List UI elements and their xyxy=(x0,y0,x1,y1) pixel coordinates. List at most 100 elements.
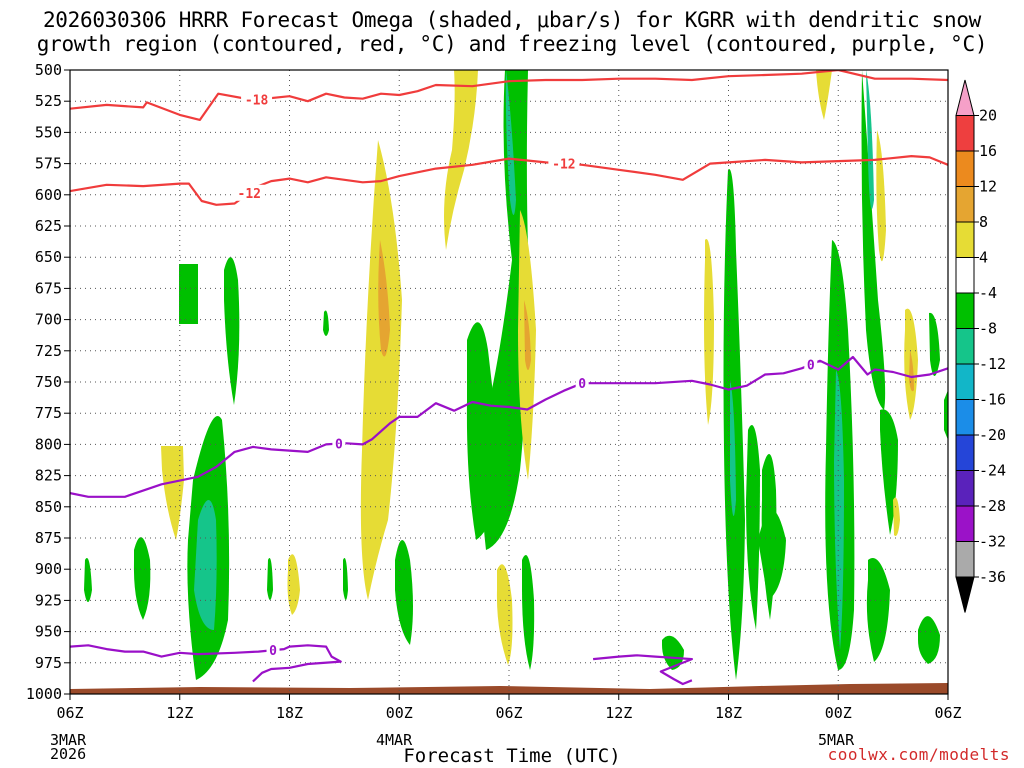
colorbar-segment xyxy=(955,470,975,507)
x-axis-title: Forecast Time (UTC) xyxy=(403,745,621,767)
date-label-5mar: 5MAR xyxy=(818,731,855,749)
omega-upward-plume xyxy=(466,322,503,540)
contour-label: -18 xyxy=(245,94,269,109)
x-tick-label: 18Z xyxy=(276,704,303,722)
omega-upward-plume xyxy=(723,169,745,680)
colorbar-segment xyxy=(955,150,975,187)
colorbar-segment xyxy=(955,221,975,258)
omega-downward-plume xyxy=(496,564,513,665)
date-label-3mar: 3MAR xyxy=(50,731,87,749)
omega-downward-plume xyxy=(704,239,714,425)
omega-upward-plume xyxy=(84,558,92,602)
contour-label: 0 xyxy=(807,359,815,374)
omega-strong-downward-core xyxy=(378,240,390,357)
contour-line-0C xyxy=(70,355,948,498)
omega-colorbar: 20 16 12 8 4 -4 -8 -12 -16 -20 -24 -28 -32 -36 xyxy=(955,79,1006,613)
contour-line--12C xyxy=(70,155,948,206)
y-tick-label: 675 xyxy=(35,279,62,297)
plot-grid xyxy=(70,70,948,694)
pressure-axis: 500 525 550 575 600 625 650 675 700 725 750 775 800 8… xyxy=(26,61,70,703)
omega-upward-plume xyxy=(746,425,760,630)
colorbar-label: -24 xyxy=(979,462,1006,480)
y-tick-label: 575 xyxy=(35,155,62,173)
omega-upward-plume xyxy=(929,312,940,376)
omega-upward-plume xyxy=(224,257,240,405)
colorbar-label: -36 xyxy=(979,568,1006,586)
y-tick-label: 725 xyxy=(35,342,62,360)
credit-link[interactable]: coolwx.com/modelts xyxy=(827,745,1010,764)
omega-upward-plume xyxy=(522,555,535,670)
x-tick-label: 06Z xyxy=(495,704,522,722)
y-tick-label: 625 xyxy=(35,217,62,235)
temperature-contours: -18 -12 -12 0 0 0 0 xyxy=(70,70,948,686)
colorbar-segment xyxy=(955,541,975,578)
date-label-year: 2026 xyxy=(50,745,87,763)
omega-upward-plume xyxy=(133,537,151,620)
contour-label-bg xyxy=(804,356,818,373)
time-axis: 06Z 12Z 18Z 00Z 06Z 12Z 18Z 00Z 06Z xyxy=(56,694,962,722)
x-tick-label: 12Z xyxy=(166,704,193,722)
colorbar-label: -32 xyxy=(979,533,1006,551)
terrain-below-surface xyxy=(70,683,948,694)
omega-upward-plume xyxy=(323,310,329,336)
omega-upward-plume xyxy=(662,635,684,670)
contour-label-bg xyxy=(332,435,346,452)
contour-label-bg xyxy=(266,642,280,659)
colorbar-label: 16 xyxy=(979,142,997,160)
y-tick-label: 650 xyxy=(35,248,62,266)
x-tick-label: 06Z xyxy=(56,704,83,722)
omega-upward-plume xyxy=(179,264,198,324)
contour-label-bg xyxy=(233,184,265,201)
contour-label-bg xyxy=(575,375,589,392)
contour-line--18C xyxy=(70,70,948,121)
y-tick-label: 500 xyxy=(35,61,62,79)
x-tick-label: 00Z xyxy=(825,704,852,722)
colorbar-segment xyxy=(955,115,975,152)
contour-label: 0 xyxy=(578,377,586,392)
x-tick-label: 06Z xyxy=(934,704,961,722)
colorbar-segment xyxy=(955,434,975,471)
colorbar-label: -16 xyxy=(979,391,1006,409)
y-tick-label: 1000 xyxy=(26,685,62,703)
omega-strong-upward-core xyxy=(505,70,516,215)
omega-strong-downward-core xyxy=(909,350,914,392)
colorbar-label: -4 xyxy=(979,284,997,302)
omega-upward-plume xyxy=(267,558,273,600)
colorbar-segment xyxy=(955,257,975,294)
x-tick-label: 18Z xyxy=(715,704,742,722)
y-tick-label: 750 xyxy=(35,373,62,391)
omega-downward-plume xyxy=(444,70,478,250)
colorbar-label: 12 xyxy=(979,178,997,196)
colorbar-label: 4 xyxy=(979,249,988,267)
colorbar-segment xyxy=(955,505,975,542)
colorbar-label: 20 xyxy=(979,107,997,125)
omega-upward-plume xyxy=(395,540,413,645)
omega-upward-plume xyxy=(343,558,348,600)
omega-downward-plume xyxy=(893,497,900,536)
y-tick-label: 825 xyxy=(35,467,62,485)
omega-downward-plume xyxy=(360,140,402,600)
omega-strong-upward-core xyxy=(866,70,874,209)
contour-line-0C-low xyxy=(70,644,342,683)
omega-downward-plume xyxy=(816,70,832,120)
x-tick-label: 00Z xyxy=(386,704,413,722)
colorbar-segment xyxy=(955,328,975,365)
date-label-4mar: 4MAR xyxy=(376,731,413,749)
contour-label-bg xyxy=(548,155,580,172)
colorbar-segment xyxy=(955,79,975,116)
chart-title-line1: 2026030306 HRRR Forecast Omega (shaded, … xyxy=(42,8,982,32)
omega-upward-plume xyxy=(944,390,948,440)
contour-label: 0 xyxy=(269,644,277,659)
y-tick-label: 550 xyxy=(35,123,62,141)
omega-shading xyxy=(70,70,948,694)
colorbar-segment xyxy=(955,399,975,436)
y-tick-label: 700 xyxy=(35,311,62,329)
contour-label: -12 xyxy=(238,187,261,202)
y-tick-label: 875 xyxy=(35,529,62,547)
y-tick-label: 800 xyxy=(35,435,62,453)
colorbar-label: -12 xyxy=(979,355,1006,373)
y-tick-label: 900 xyxy=(35,560,62,578)
chart-title-line2: growth region (contoured, red, °C) and f… xyxy=(36,32,988,56)
colorbar-segment xyxy=(955,186,975,223)
y-tick-label: 850 xyxy=(35,498,62,516)
